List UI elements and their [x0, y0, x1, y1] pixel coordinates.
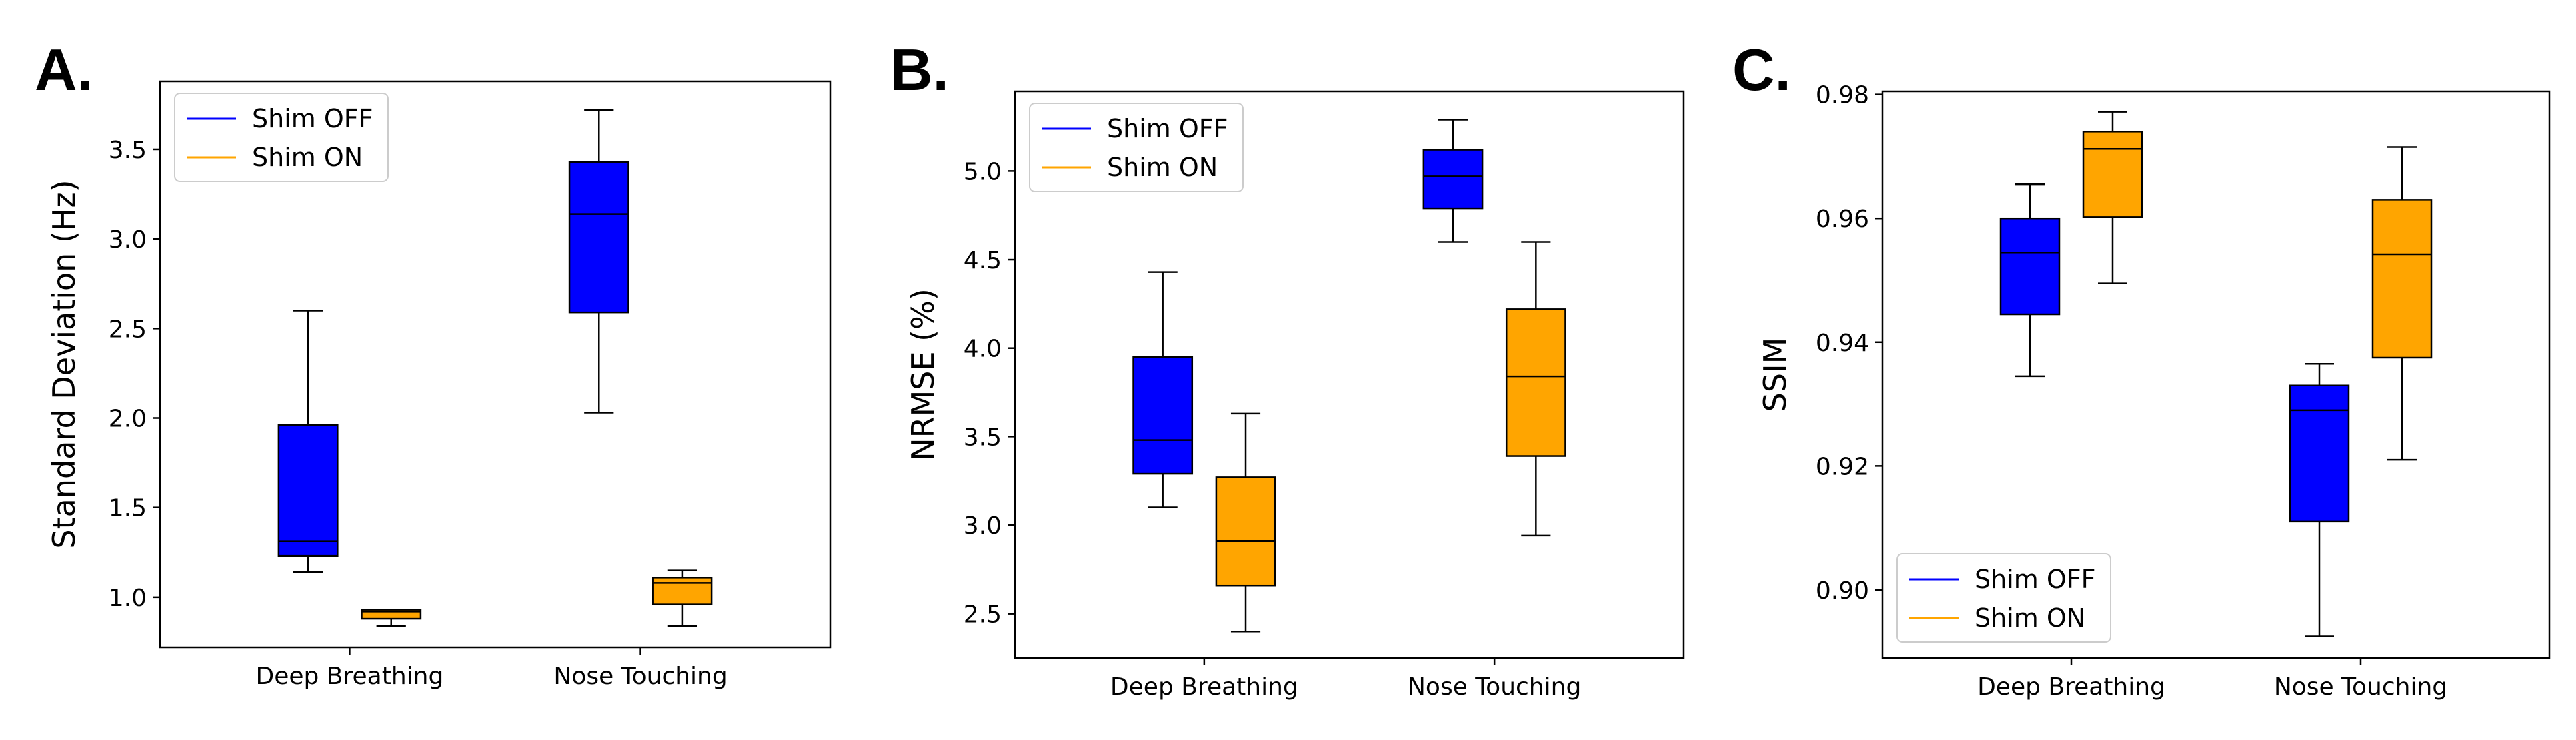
panel-a-y-axis-label: Standard Deviation (Hz) [46, 179, 82, 548]
panel-a-x-tick-label: Deep Breathing [255, 663, 443, 690]
panel-b-legend-label: Shim OFF [1107, 114, 1228, 143]
panel-c-y-tick-label: 0.96 [1816, 206, 1869, 233]
panel-c-y-tick-label: 0.92 [1816, 453, 1869, 480]
panel-b-legend-label: Shim ON [1107, 153, 1218, 182]
panel-c-y-axis-label: SSIM [1757, 338, 1793, 412]
panel-c-plot-frame [1881, 90, 2551, 659]
panel-a-y-tick-label: 3.5 [109, 137, 147, 164]
panel-b-shim-off-box [1422, 149, 1484, 210]
panel-b-y-tick-label: 4.0 [964, 336, 1002, 363]
panel-a-legend [174, 93, 389, 182]
panel-a-shim-off-box [277, 424, 339, 557]
panel-c-shim-on-box [2082, 131, 2143, 218]
panel-a-shim-on-box [652, 577, 713, 605]
panel-a-x-tick-label: Nose Touching [553, 663, 727, 690]
panel-b-x-tick-label: Deep Breathing [1110, 673, 1298, 701]
panel-b-y-tick-label: 4.5 [964, 247, 1002, 274]
panel-b-y-tick-label: 3.0 [964, 512, 1002, 540]
panel-b-legend [1029, 103, 1244, 192]
panel-c-legend [1896, 553, 2111, 643]
panel-c-y-tick-label: 0.98 [1816, 82, 1869, 109]
panel-b-shim-off-box [1132, 356, 1194, 475]
panel-b-y-tick-label: 3.5 [964, 424, 1002, 451]
panel-a-shim-off-box [568, 161, 629, 314]
panel-a-legend-label: Shim OFF [252, 104, 373, 133]
panel-c-shim-off-box [2289, 384, 2350, 523]
panel-b-y-tick-label: 2.5 [964, 601, 1002, 629]
panel-c-letter: C. [1732, 37, 1791, 103]
panel-b-plot-frame [1014, 90, 1685, 659]
panel-a-plot-frame [159, 80, 832, 649]
panel-a-y-tick-label: 1.0 [109, 585, 147, 612]
panel-a-y-tick-label: 3.0 [109, 226, 147, 254]
panel-c-shim-on-box [2371, 199, 2433, 359]
panel-c-shim-off-box [1999, 217, 2061, 316]
panel-c-legend-label: Shim OFF [1975, 565, 2095, 594]
panel-b-shim-on-box [1215, 476, 1276, 587]
panel-b-x-tick-label: Nose Touching [1408, 673, 1581, 701]
panel-c-y-tick-label: 0.90 [1816, 577, 1869, 605]
panel-c-x-tick-label: Nose Touching [2274, 673, 2447, 701]
panel-c-x-tick-label: Deep Breathing [1977, 673, 2165, 701]
panel-c-legend-label: Shim ON [1975, 603, 2085, 633]
panel-a-letter: A. [35, 37, 93, 103]
panel-b-letter: B. [890, 37, 949, 103]
panel-a-y-tick-label: 1.5 [109, 495, 147, 522]
panel-a-y-tick-label: 2.0 [109, 406, 147, 433]
panel-b-y-tick-label: 5.0 [964, 158, 1002, 186]
panel-c-y-tick-label: 0.94 [1816, 330, 1869, 357]
panel-a-legend-label: Shim ON [252, 143, 363, 172]
panel-b-shim-on-box [1505, 308, 1566, 457]
panel-b-y-axis-label: NRMSE (%) [905, 288, 941, 461]
panel-a-y-tick-label: 2.5 [109, 316, 147, 343]
